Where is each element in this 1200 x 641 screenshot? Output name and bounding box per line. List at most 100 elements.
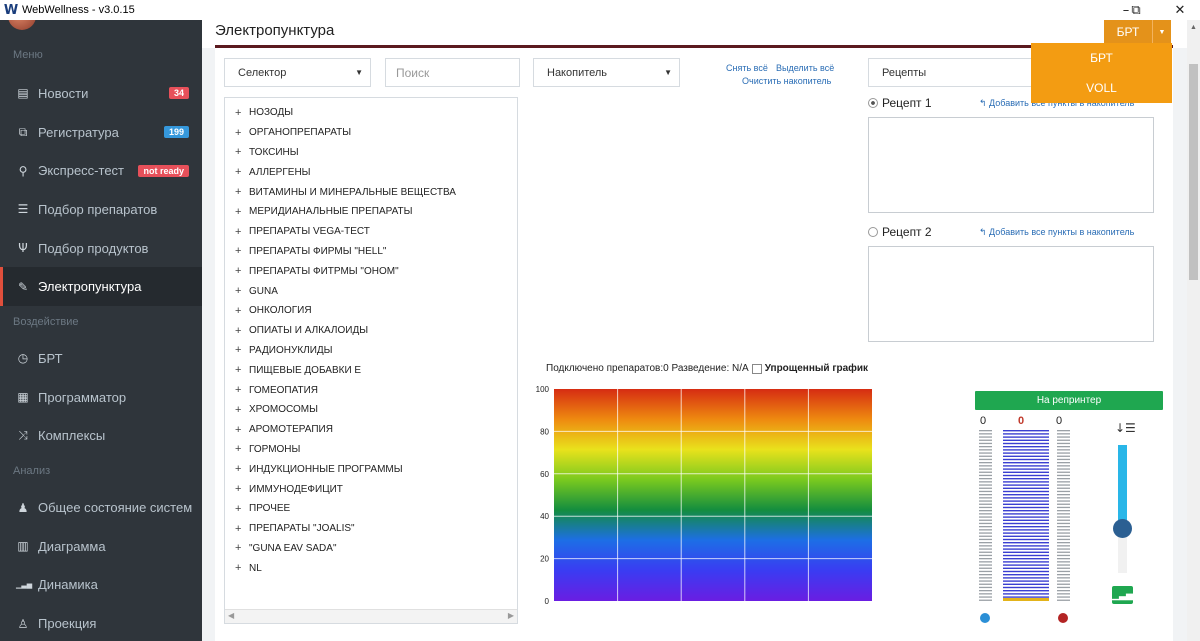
minimize-button[interactable]: – bbox=[1122, 2, 1130, 18]
tree-item[interactable]: + "GUNA EAV SADA" bbox=[225, 539, 517, 559]
expand-plus-icon[interactable]: + bbox=[235, 384, 242, 397]
tree-item[interactable]: + ИНДУКЦИОННЫЕ ПРОГРАММЫ bbox=[225, 459, 517, 479]
tree-item[interactable]: + ПРЕПАРАТЫ ФИТРМЫ "ОНОМ" bbox=[225, 261, 517, 281]
level-slider-knob[interactable] bbox=[1113, 519, 1132, 539]
tree-item[interactable]: + NL bbox=[225, 558, 517, 578]
expand-plus-icon[interactable]: + bbox=[235, 522, 242, 535]
scroll-up-icon[interactable]: ▲ bbox=[1190, 24, 1197, 31]
recipe-1-add-link[interactable]: ↰ Добавить все пункты в накопитель bbox=[979, 98, 1135, 108]
expand-plus-icon[interactable]: + bbox=[235, 265, 242, 278]
tree-item[interactable]: + ВИТАМИНЫ И МИНЕРАЛЬНЫЕ ВЕЩЕСТВА bbox=[225, 182, 517, 202]
expand-plus-icon[interactable]: + bbox=[235, 403, 242, 416]
tree-item[interactable]: + ПРЕПАРАТЫ VEGA-ТЕСТ bbox=[225, 222, 517, 242]
accumulator-dropdown[interactable]: Накопитель ▼ bbox=[533, 58, 680, 87]
expand-plus-icon[interactable]: + bbox=[235, 502, 242, 515]
sidebar-item-3[interactable]: ☰ Подбор препаратов bbox=[0, 190, 202, 229]
reprinter-button[interactable]: На репринтер bbox=[975, 391, 1163, 410]
page-scrollbar[interactable]: ▲ bbox=[1187, 20, 1200, 641]
expand-plus-icon[interactable]: + bbox=[235, 146, 242, 159]
expand-plus-icon[interactable]: + bbox=[235, 542, 242, 555]
expand-plus-icon[interactable]: + bbox=[235, 304, 242, 317]
expand-plus-icon[interactable]: + bbox=[235, 205, 242, 218]
tree-item[interactable]: + ГОМЕОПАТИЯ bbox=[225, 380, 517, 400]
meter-level-stripe bbox=[1003, 519, 1049, 521]
expand-plus-icon[interactable]: + bbox=[235, 166, 242, 179]
clear-accumulator-link[interactable]: Очистить накопитель bbox=[742, 76, 832, 86]
sidebar-item-4[interactable]: Ψ Подбор продуктов bbox=[0, 229, 202, 268]
expand-plus-icon[interactable]: + bbox=[235, 324, 242, 337]
mode-option-voll[interactable]: VOLL bbox=[1086, 81, 1117, 95]
simplified-chart-checkbox[interactable] bbox=[751, 363, 762, 374]
tree-item[interactable]: + АРОМОТЕРАПИЯ bbox=[225, 420, 517, 440]
expand-plus-icon[interactable]: + bbox=[235, 186, 242, 199]
tree-item[interactable]: + НОЗОДЫ bbox=[225, 103, 517, 123]
tree-item[interactable]: + ОРГАНОПРЕПАРАТЫ bbox=[225, 123, 517, 143]
tree-item[interactable]: + ПИЩЕВЫЕ ДОБАВКИ Е bbox=[225, 360, 517, 380]
tree-item[interactable]: + АЛЛЕРГЕНЫ bbox=[225, 162, 517, 182]
search-input[interactable]: Поиск bbox=[385, 58, 520, 87]
meter-level-stripe bbox=[1003, 433, 1049, 435]
select-all-link[interactable]: Выделить всё bbox=[776, 63, 835, 73]
recipe-2-add-link[interactable]: ↰ Добавить все пункты в накопитель bbox=[979, 227, 1135, 237]
sidebar-item-2[interactable]: ⚲ Экспресс-тест not ready bbox=[0, 151, 202, 190]
recipe-1-radio[interactable]: Рецепт 1 bbox=[868, 96, 932, 110]
recipe-2-textarea[interactable] bbox=[868, 246, 1154, 342]
meter-level-stripe bbox=[1003, 497, 1049, 499]
sidebar-item-11[interactable]: ▁▃▅ Динамика bbox=[0, 566, 202, 605]
avatar[interactable] bbox=[8, 20, 36, 30]
radio-unselected-icon[interactable] bbox=[868, 227, 878, 237]
close-button[interactable]: ✕ bbox=[1174, 2, 1186, 18]
level-slider-track[interactable] bbox=[1118, 445, 1127, 573]
selector-dropdown[interactable]: Селектор ▼ bbox=[224, 58, 371, 87]
tree-item[interactable]: + ПРЕПАРАТЫ "JOALIS" bbox=[225, 519, 517, 539]
sidebar-item-1[interactable]: ⧉ Регистратура 199 bbox=[0, 113, 202, 152]
recipe-1-textarea[interactable] bbox=[868, 117, 1154, 213]
expand-plus-icon[interactable]: + bbox=[235, 562, 242, 575]
expand-plus-icon[interactable]: + bbox=[235, 483, 242, 496]
expand-plus-icon[interactable]: + bbox=[235, 443, 242, 456]
sidebar-item-12[interactable]: ♙ Проекция bbox=[0, 604, 202, 641]
recipes-dropdown[interactable]: Рецепты bbox=[868, 58, 1038, 87]
mode-dropdown-button[interactable]: БРТ ▼ bbox=[1104, 20, 1171, 44]
sidebar-item-0[interactable]: ▤ Новости 34 bbox=[0, 74, 202, 113]
recipe-2-radio[interactable]: Рецепт 2 bbox=[868, 225, 932, 239]
expand-plus-icon[interactable]: + bbox=[235, 364, 242, 377]
tree-item[interactable]: + ИММУНОДЕФИЦИТ bbox=[225, 479, 517, 499]
expand-plus-icon[interactable]: + bbox=[235, 463, 242, 476]
tree-item[interactable]: + ХРОМОСОМЫ bbox=[225, 400, 517, 420]
expand-plus-icon[interactable]: + bbox=[235, 245, 242, 258]
deselect-all-link[interactable]: Снять всё bbox=[726, 63, 768, 73]
expand-plus-icon[interactable]: + bbox=[235, 106, 242, 119]
tree-item[interactable]: + ОНКОЛОГИЯ bbox=[225, 301, 517, 321]
tree-item[interactable]: + ГОРМОНЫ bbox=[225, 440, 517, 460]
expand-plus-icon[interactable]: + bbox=[235, 225, 242, 238]
tree-item[interactable]: + МЕРИДИАНАЛЬНЫЕ ПРЕПАРАТЫ bbox=[225, 202, 517, 222]
tree-item[interactable]: + ОПИАТЫ И АЛКАЛОИДЫ bbox=[225, 321, 517, 341]
sidebar-item-6[interactable]: ◷ БРТ bbox=[0, 339, 202, 378]
restore-button[interactable]: ⧉ bbox=[1131, 2, 1141, 18]
signal-icon[interactable]: ▁▃▅ bbox=[1112, 586, 1133, 604]
expand-plus-icon[interactable]: + bbox=[235, 344, 242, 357]
sidebar-item-9[interactable]: ♟ Общее состояние систем bbox=[0, 488, 202, 527]
tree-item[interactable]: + ПРОЧЕЕ bbox=[225, 499, 517, 519]
meter-scale-tick bbox=[979, 439, 992, 441]
sidebar-item-7[interactable]: ▦ Программатор bbox=[0, 378, 202, 417]
sort-descending-icon[interactable]: ↓☰ bbox=[1115, 421, 1136, 435]
mode-option-brt[interactable]: БРТ bbox=[1090, 51, 1113, 65]
scroll-right-icon[interactable]: ▶ bbox=[507, 611, 514, 620]
radio-selected-icon[interactable] bbox=[868, 98, 878, 108]
scroll-left-icon[interactable]: ◀ bbox=[228, 611, 235, 620]
sidebar-item-5[interactable]: ✎ Электропунктура bbox=[0, 267, 202, 307]
tree-item[interactable]: + РАДИОНУКЛИДЫ bbox=[225, 341, 517, 361]
tree-item[interactable]: + GUNA bbox=[225, 281, 517, 301]
caret-down-icon[interactable]: ▼ bbox=[1152, 20, 1171, 44]
tree-item[interactable]: + ПРЕПАРАТЫ ФИРМЫ "HELL" bbox=[225, 242, 517, 262]
page-scrollbar-thumb[interactable] bbox=[1189, 64, 1198, 280]
tree-horizontal-scrollbar[interactable]: ◀ ▶ bbox=[225, 609, 517, 623]
expand-plus-icon[interactable]: + bbox=[235, 285, 242, 298]
sidebar-item-10[interactable]: ▥ Диаграмма bbox=[0, 527, 202, 566]
sidebar-item-8[interactable]: ⤨ Комплексы bbox=[0, 417, 202, 456]
expand-plus-icon[interactable]: + bbox=[235, 126, 242, 139]
tree-item[interactable]: + ТОКСИНЫ bbox=[225, 143, 517, 163]
expand-plus-icon[interactable]: + bbox=[235, 423, 242, 436]
